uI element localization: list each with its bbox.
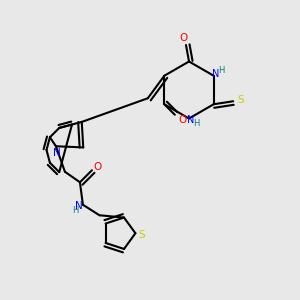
Text: H: H (72, 206, 79, 215)
Text: O: O (93, 162, 101, 172)
Text: H: H (193, 119, 200, 128)
Text: S: S (139, 230, 145, 240)
Text: O: O (178, 115, 186, 125)
Text: N: N (74, 201, 82, 211)
Text: N: N (188, 115, 195, 125)
Text: O: O (179, 33, 187, 43)
Text: N: N (212, 69, 220, 79)
Text: H: H (218, 66, 224, 75)
Text: S: S (237, 95, 244, 105)
Text: N: N (53, 148, 61, 158)
